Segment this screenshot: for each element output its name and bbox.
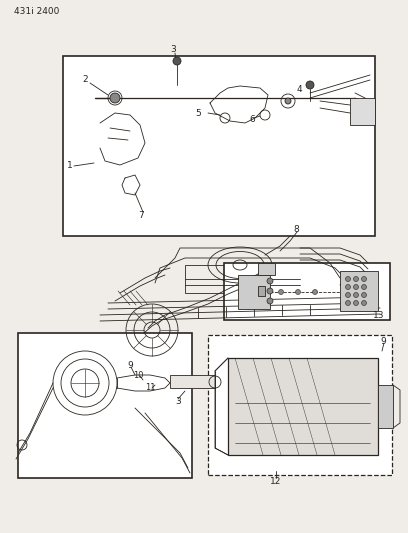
Text: 6: 6 xyxy=(249,116,255,125)
Text: 2: 2 xyxy=(82,76,88,85)
Circle shape xyxy=(267,288,273,294)
Circle shape xyxy=(346,277,350,281)
Circle shape xyxy=(295,289,301,295)
Bar xyxy=(238,275,270,309)
Circle shape xyxy=(279,289,284,295)
Circle shape xyxy=(346,285,350,289)
Circle shape xyxy=(285,98,291,104)
Circle shape xyxy=(361,301,366,305)
Circle shape xyxy=(306,81,314,89)
Circle shape xyxy=(173,57,181,65)
Circle shape xyxy=(353,277,359,281)
Text: 9: 9 xyxy=(380,336,386,345)
Bar xyxy=(224,263,390,320)
Circle shape xyxy=(346,301,350,305)
Bar xyxy=(258,286,265,296)
Circle shape xyxy=(361,293,366,297)
Bar xyxy=(228,358,378,455)
Circle shape xyxy=(313,289,317,295)
Circle shape xyxy=(361,285,366,289)
Text: 10: 10 xyxy=(133,370,144,379)
Text: 5: 5 xyxy=(195,109,201,117)
Text: 1: 1 xyxy=(67,161,73,171)
Bar xyxy=(258,263,275,275)
Circle shape xyxy=(353,285,359,289)
Text: 431i 2400: 431i 2400 xyxy=(14,7,60,17)
Circle shape xyxy=(361,277,366,281)
Circle shape xyxy=(110,93,120,103)
Circle shape xyxy=(346,293,350,297)
Bar xyxy=(208,335,392,475)
Text: 11: 11 xyxy=(145,384,155,392)
Text: 3: 3 xyxy=(175,397,181,406)
Bar xyxy=(350,98,375,125)
Text: 13: 13 xyxy=(373,311,384,319)
Circle shape xyxy=(267,278,273,284)
Bar xyxy=(18,333,192,478)
Text: 9: 9 xyxy=(127,360,133,369)
Text: 4: 4 xyxy=(297,85,303,94)
Circle shape xyxy=(353,293,359,297)
Text: 3: 3 xyxy=(170,45,176,54)
Text: 8: 8 xyxy=(293,224,299,233)
Text: 12: 12 xyxy=(270,477,282,486)
Bar xyxy=(340,271,378,311)
Bar xyxy=(378,385,393,428)
Bar xyxy=(63,56,375,236)
Bar xyxy=(185,265,300,293)
Text: 7: 7 xyxy=(138,211,144,220)
Circle shape xyxy=(267,298,273,304)
Bar xyxy=(170,375,215,388)
Circle shape xyxy=(353,301,359,305)
